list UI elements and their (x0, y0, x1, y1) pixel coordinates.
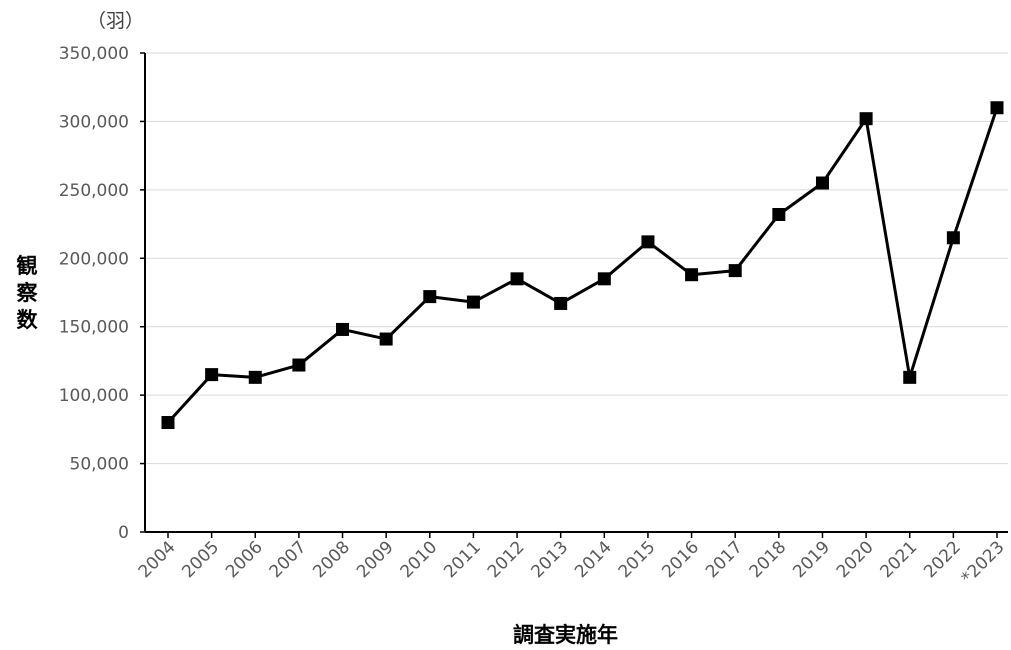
y-tick-label: 350,000 (59, 44, 129, 64)
data-point-marker (423, 290, 437, 304)
x-tick-label: 2011 (440, 537, 485, 582)
x-tick-label: 2018 (746, 537, 791, 582)
y-tick-label: 50,000 (70, 455, 129, 475)
data-point-marker (510, 272, 524, 286)
data-point-marker (685, 268, 699, 282)
data-point-marker (161, 416, 175, 430)
data-point-marker (554, 296, 568, 310)
data-point-marker (859, 112, 873, 126)
data-point-marker (248, 370, 262, 384)
data-point-marker (597, 272, 611, 286)
y-axis-title: 観察数 (10, 253, 44, 334)
data-point-marker (379, 332, 393, 346)
data-point-marker (292, 358, 306, 372)
x-axis-title: 調査実施年 (513, 623, 618, 647)
x-tick-label: 2006 (222, 537, 267, 582)
x-tick-label: 2004 (135, 537, 180, 582)
series-line (166, 107, 999, 424)
x-tick-label: 2021 (877, 537, 922, 582)
x-tick-label: 2012 (484, 537, 529, 582)
y-tick-label: 300,000 (59, 112, 129, 132)
x-tick-label: 2014 (571, 537, 616, 582)
y-axis-unit: （羽） (87, 10, 145, 32)
data-point-marker (903, 370, 917, 384)
series-observations (161, 101, 1004, 430)
x-tick-label: 2017 (702, 537, 747, 582)
x-tick-label: 2005 (178, 537, 223, 582)
x-tick-label: 2009 (353, 537, 398, 582)
data-point-marker (772, 207, 786, 221)
x-tick-label: 2015 (615, 537, 660, 582)
y-axis-title-char: 数 (16, 308, 38, 332)
x-tick-label: 2019 (789, 537, 834, 582)
x-tick-label: 2016 (658, 537, 703, 582)
y-axis-title-char: 察 (16, 281, 38, 305)
data-point-marker (990, 101, 1004, 115)
y-axis-ticks: 0 50,000 100,000 150,000 200,000 250,000 300,0… (59, 44, 145, 543)
y-tick-label: 150,000 (59, 318, 129, 338)
gridlines (145, 52, 1008, 465)
x-tick-label: *2023 (958, 537, 1009, 588)
x-tick-label: 2010 (397, 537, 442, 582)
x-axis: 2004200520062007200820092010201120122013… (135, 53, 1009, 588)
x-tick-label: 2020 (833, 537, 878, 582)
data-point-marker (728, 264, 742, 278)
data-point-marker (641, 235, 655, 249)
x-tick-label: 2008 (309, 537, 354, 582)
y-axis-title-char: 観 (16, 254, 38, 278)
y-tick-label: 200,000 (59, 249, 129, 269)
y-tick-label: 250,000 (59, 181, 129, 201)
data-point-marker (336, 322, 350, 336)
data-point-marker (815, 176, 829, 190)
x-tick-label: 2013 (527, 537, 572, 582)
data-point-marker (946, 231, 960, 245)
x-tick-label: 2007 (266, 537, 311, 582)
y-tick-label: 100,000 (59, 386, 129, 406)
y-tick-label: 0 (118, 523, 129, 543)
data-point-marker (205, 368, 219, 382)
data-point-marker (466, 295, 480, 309)
